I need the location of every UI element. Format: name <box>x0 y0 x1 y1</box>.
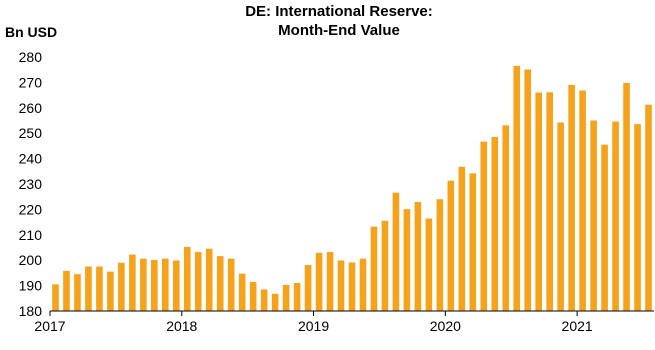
y-tick-label: 230 <box>19 176 43 192</box>
bar-2019-06 <box>370 226 378 311</box>
bar-2019-08 <box>392 192 400 311</box>
bar-2018-08 <box>260 289 268 311</box>
bar-2017-03 <box>74 274 81 311</box>
bar-2020-08 <box>524 69 531 311</box>
bar-2020-02 <box>458 166 466 311</box>
bar-2018-07 <box>249 282 257 311</box>
bar-2018-09 <box>271 293 279 311</box>
bar-2017-04 <box>85 266 92 311</box>
bar-2020-05 <box>491 137 499 311</box>
bar-2019-03 <box>337 260 345 311</box>
bar-2018-05 <box>227 258 235 311</box>
bar-2019-09 <box>403 209 411 311</box>
bar-2017-06 <box>107 271 114 311</box>
bar-2018-01 <box>183 246 191 311</box>
y-tick-label: 190 <box>19 278 43 294</box>
y-tick-label: 250 <box>19 125 43 141</box>
y-tick-label: 180 <box>19 303 43 319</box>
bar-2018-06 <box>238 273 246 311</box>
bar-2017-07 <box>118 262 125 311</box>
y-tick-label: 210 <box>19 227 43 243</box>
bar-2018-12 <box>304 265 312 311</box>
bar-2020-10 <box>546 92 553 311</box>
y-tick-label: 260 <box>19 100 43 116</box>
y-tick-label: 240 <box>19 151 43 167</box>
x-tick-label: 2017 <box>34 318 65 334</box>
x-axis-ticks: 2017 2018 2019 2020 2021 <box>34 311 593 334</box>
bar-2020-07 <box>513 65 521 311</box>
bar-2020-04 <box>480 141 488 311</box>
x-tick-label: 2018 <box>166 318 197 334</box>
bars-group <box>52 65 652 312</box>
bar-2021-04 <box>612 121 619 312</box>
bar-2017-12 <box>173 260 180 311</box>
bar-2019-12 <box>436 199 444 311</box>
bar-2017-09 <box>140 258 147 311</box>
bar-2017-01 <box>52 284 59 311</box>
y-tick-label: 280 <box>19 49 43 65</box>
bar-2017-05 <box>96 266 103 311</box>
bar-2021-02 <box>590 120 597 311</box>
bar-2020-11 <box>557 122 564 311</box>
chart-subtitle: Month-End Value <box>278 22 400 39</box>
y-tick-label: 270 <box>19 74 43 90</box>
y-axis-ticks: 180 190 200 210 220 230 240 250 260 270 280 <box>19 49 43 319</box>
bar-2018-03 <box>205 248 213 311</box>
bar-2020-12 <box>568 84 575 311</box>
bar-2017-10 <box>151 259 158 311</box>
bar-2017-02 <box>63 270 70 311</box>
bar-2020-09 <box>535 92 542 311</box>
bar-2021-03 <box>601 144 608 311</box>
bar-2020-06 <box>502 125 510 311</box>
bar-2018-11 <box>293 283 301 311</box>
bar-2021-05 <box>623 82 630 311</box>
bar-2021-07 <box>645 104 652 311</box>
bar-2019-11 <box>425 218 433 311</box>
bar-2019-10 <box>414 202 422 311</box>
bar-2019-01 <box>315 252 323 311</box>
y-axis-unit-label: Bn USD <box>5 24 57 40</box>
bar-2020-01 <box>447 180 455 311</box>
x-tick-label: 2021 <box>562 318 593 334</box>
y-tick-label: 220 <box>19 201 43 217</box>
y-tick-label: 200 <box>19 252 43 268</box>
bar-2019-05 <box>359 258 367 311</box>
bar-2019-07 <box>381 220 389 311</box>
bar-2018-02 <box>194 252 202 311</box>
bar-2018-04 <box>216 256 224 311</box>
chart-title: DE: International Reserve: <box>245 3 433 20</box>
bar-2017-08 <box>129 254 136 311</box>
bar-2019-04 <box>348 262 356 311</box>
bar-2021-01 <box>579 90 586 311</box>
bar-2018-10 <box>282 284 290 311</box>
bar-2017-11 <box>162 258 169 311</box>
bar-2021-06 <box>634 124 641 311</box>
bar-2020-03 <box>469 173 477 311</box>
x-tick-label: 2020 <box>430 318 461 334</box>
x-tick-label: 2019 <box>298 318 329 334</box>
bar-2019-02 <box>326 252 334 311</box>
